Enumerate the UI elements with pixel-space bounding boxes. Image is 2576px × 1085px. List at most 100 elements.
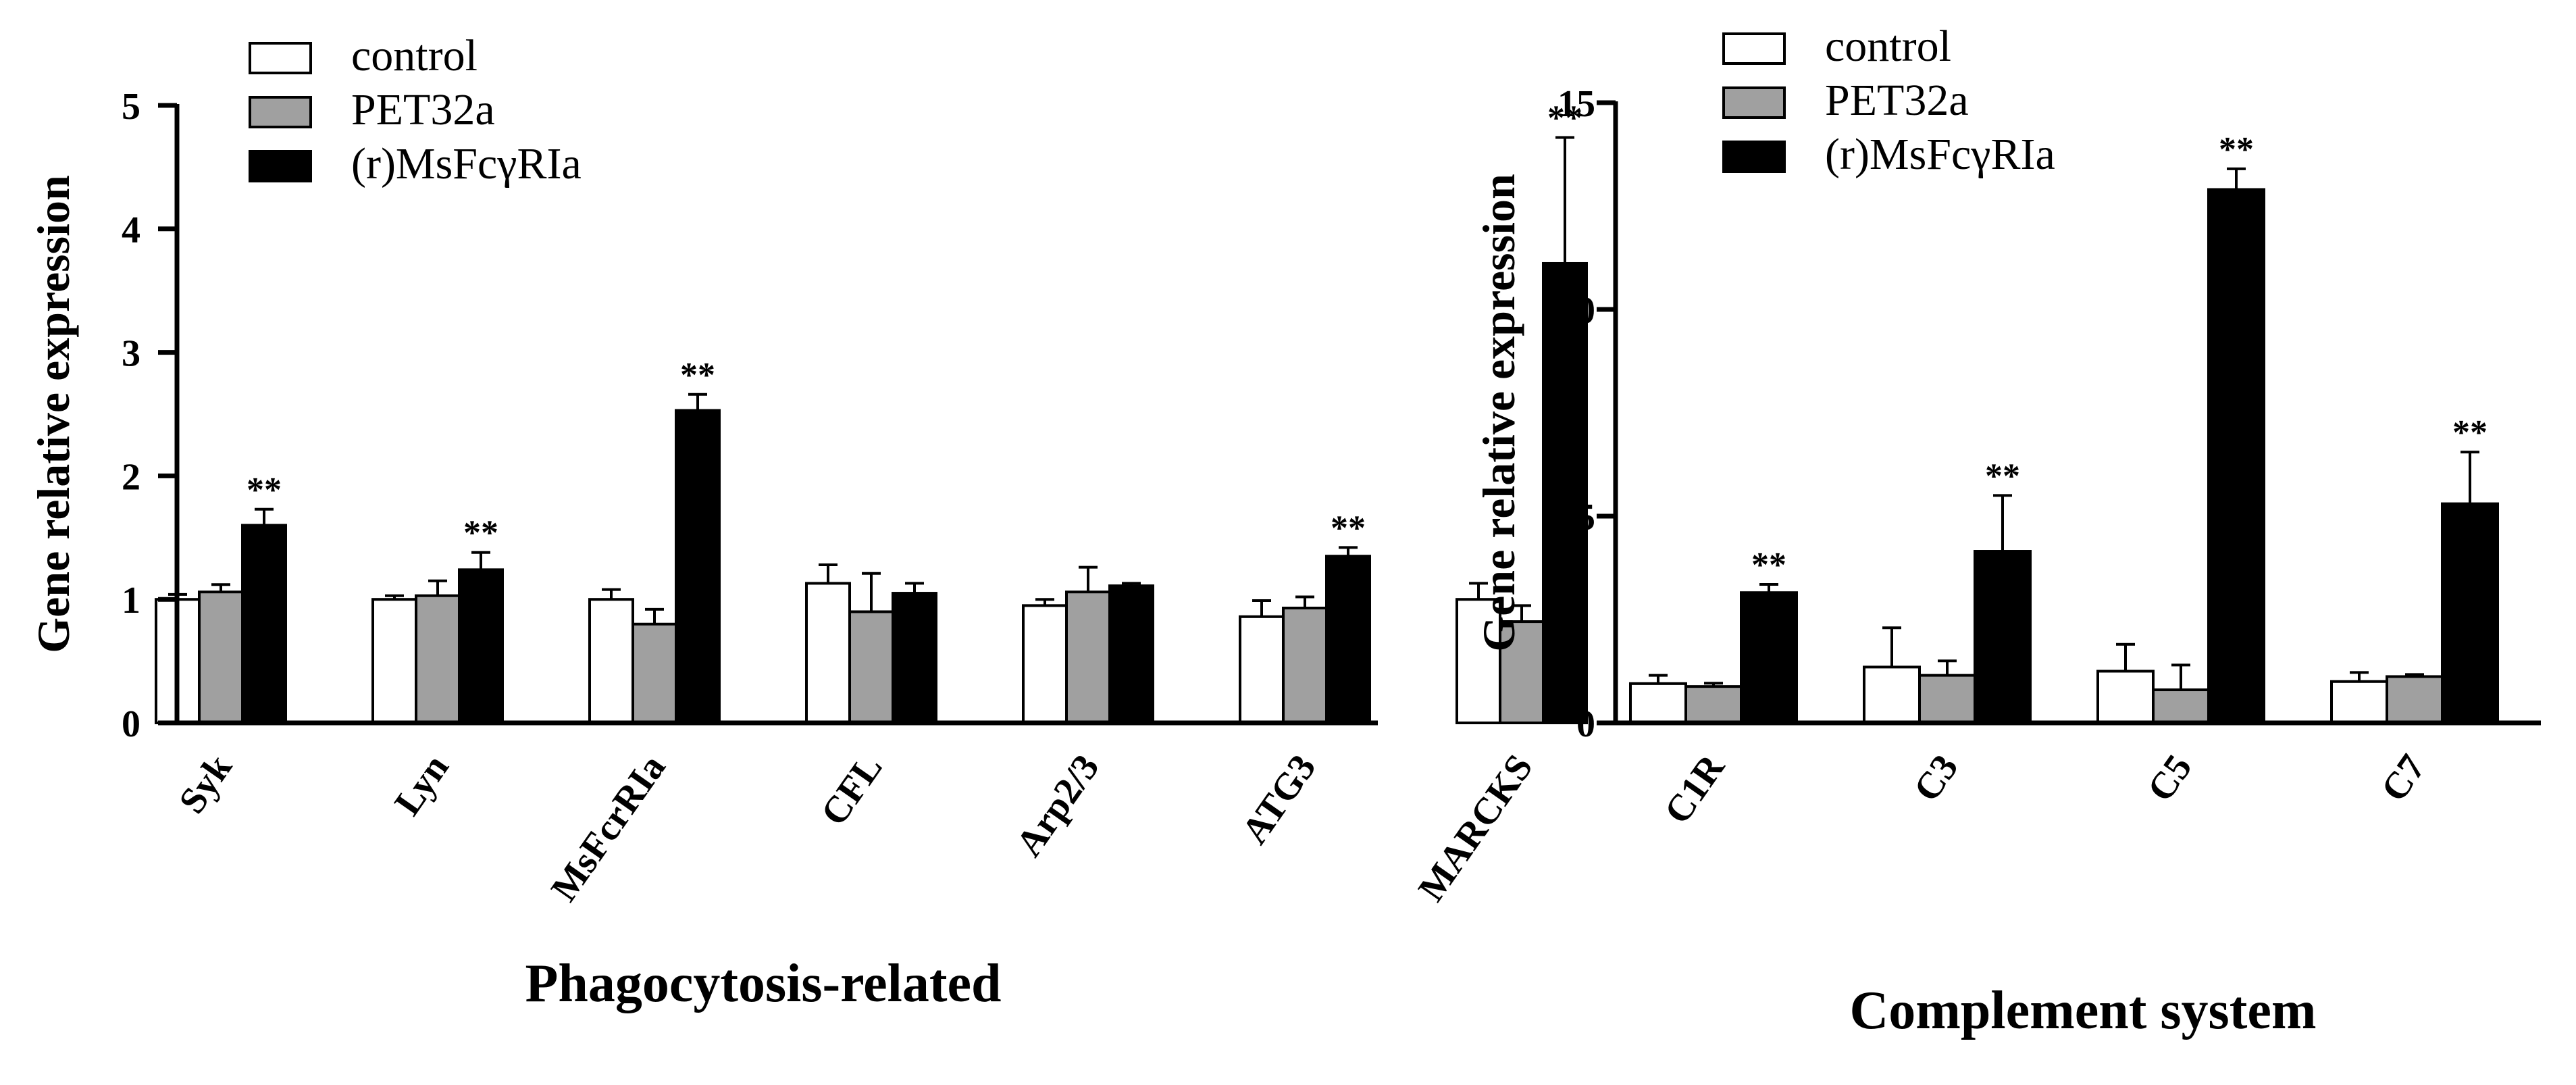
significance-c3: **	[1985, 457, 2020, 495]
stray-asterisk: *	[1335, 679, 1353, 717]
legend-swatch-pet32a	[249, 96, 312, 128]
bar-atg3-pet32a	[1282, 606, 1328, 724]
error-bar-lyn-control	[385, 594, 404, 600]
bar-c7-control	[2330, 680, 2388, 724]
bar-lyn-pet32a	[415, 594, 461, 724]
error-bar-atg3-pet32a	[1295, 595, 1314, 608]
y-tick-label-0: 0	[122, 703, 140, 745]
error-bar-c1r-pet32a	[1704, 682, 1723, 687]
legend-label-r-msfc-ria: (r)MsFcγRIa	[1825, 130, 2055, 179]
legend-swatch-r-msfc-ria	[249, 150, 312, 182]
x-tick-label-cfl: CFL	[813, 747, 891, 833]
error-bar-c1r-r-msfc-ria	[1759, 582, 1778, 593]
x-tick-label-msfcrria: MsFcrRIa	[543, 747, 674, 909]
bar-syk-pet32a	[198, 590, 244, 724]
bar-arp2-3-control	[1022, 604, 1068, 725]
error-bar-marcks-control	[1469, 582, 1488, 600]
error-bar-marcks-pet32a	[1512, 604, 1531, 622]
error-bar-lyn-r-msfc-ria	[471, 551, 490, 570]
error-bar-arp2-3-control	[1035, 598, 1054, 606]
legend-label-control: control	[1825, 22, 1951, 71]
bar-c5-r-msfc-ria	[2207, 188, 2265, 724]
error-bar-c3-control	[1882, 626, 1901, 667]
significance-atg3: **	[1331, 509, 1366, 547]
bar-c3-control	[1863, 665, 1921, 725]
x-tick-label-c1r: C1R	[1656, 747, 1733, 831]
error-bar-atg3-control	[1252, 599, 1271, 617]
significance-c7: **	[2452, 413, 2488, 452]
error-bar-c5-pet32a	[2171, 663, 2190, 690]
x-axis-label: Phagocytosis-related	[525, 954, 1001, 1013]
bar-c7-r-msfc-ria	[2441, 502, 2499, 724]
x-tick-label-c3: C3	[1906, 747, 1967, 809]
bar-c7-pet32a	[2386, 675, 2444, 724]
x-tick-label-marcks: MARCKS	[1410, 747, 1541, 909]
significance-lyn: **	[463, 514, 498, 553]
bar-c5-control	[2096, 670, 2155, 724]
error-bar-cfl-control	[819, 563, 838, 584]
bar-atg3-control	[1239, 615, 1285, 724]
legend-swatch-control	[249, 42, 312, 74]
error-bar-c5-control	[2116, 642, 2135, 672]
significance-marcks: **	[1547, 99, 1582, 138]
legend-label-pet32a: PET32a	[351, 85, 495, 134]
error-bar-c3-pet32a	[1938, 659, 1957, 676]
error-bar-c3-r-msfc-ria	[1993, 494, 2012, 552]
bar-arp2-3-pet32a	[1065, 590, 1111, 724]
significance-c5: **	[2219, 130, 2254, 169]
bar-msfcrria-r-msfc-ria	[675, 409, 721, 724]
error-bar-msfcrria-pet32a	[645, 607, 664, 624]
error-bar-arp2-3-r-msfc-ria	[1122, 582, 1141, 586]
legend-label-pet32a: PET32a	[1825, 76, 1969, 125]
significance-c1r: **	[1751, 546, 1786, 584]
x-tick-label-lyn: Lyn	[386, 747, 457, 823]
x-tick-label-c7: C7	[2373, 747, 2434, 809]
chart-complement: ** ** ** ** 0 5 10 15 C1R C3 C5 C7 Gene relative exp…	[1473, 22, 2541, 1040]
bar-c1r-control	[1629, 682, 1687, 724]
x-tick-label-atg3: ATG3	[1234, 747, 1324, 852]
error-bar-c7-pet32a	[2405, 673, 2424, 677]
legend-label-control: control	[351, 31, 478, 80]
bar-c1r-r-msfc-ria	[1740, 591, 1798, 724]
y-tick-label-4: 4	[122, 209, 140, 251]
x-tick-label-syk: Syk	[171, 747, 240, 821]
bar-c3-r-msfc-ria	[1974, 550, 2032, 725]
x-axis-label: Complement system	[1850, 981, 2317, 1040]
error-bar-c1r-control	[1649, 674, 1668, 684]
y-axis-label: Gene relative expression	[28, 175, 79, 653]
significance-syk: **	[247, 471, 282, 509]
error-bar-cfl-pet32a	[862, 572, 881, 612]
bar-lyn-control	[371, 598, 417, 725]
legend-label-r-msfc-ria: (r)MsFcγRIa	[351, 139, 582, 188]
y-tick-label-0: 0	[1576, 703, 1595, 745]
error-bar-cfl-r-msfc-ria	[905, 582, 924, 594]
bar-arp2-3-r-msfc-ria	[1108, 584, 1154, 724]
bar-c3-pet32a	[1918, 674, 1976, 724]
bar-lyn-r-msfc-ria	[458, 568, 504, 724]
x-tick-label-c5: C5	[2140, 747, 2200, 809]
bar-marcks-r-msfc-ria	[1542, 261, 1588, 724]
error-bar-atg3-r-msfc-ria	[1339, 546, 1358, 557]
error-bar-msfcrria-r-msfc-ria	[688, 393, 707, 411]
y-axis-label: Gene relative expression	[1473, 174, 1524, 652]
y-tick-label-5: 5	[122, 86, 140, 128]
error-bar-syk-pet32a	[211, 583, 230, 592]
y-tick-label-3: 3	[122, 333, 140, 375]
error-bar-c7-r-msfc-ria	[2461, 451, 2479, 504]
error-bar-msfcrria-control	[602, 588, 621, 600]
error-bar-arp2-3-pet32a	[1079, 565, 1098, 592]
error-bar-syk-r-msfc-ria	[255, 507, 274, 526]
y-tick-label-5: 5	[1576, 497, 1595, 538]
error-bar-c5-r-msfc-ria	[2227, 167, 2246, 190]
error-bar-c7-control	[2350, 671, 2369, 682]
bar-cfl-r-msfc-ria	[892, 592, 937, 724]
bar-msfcrria-pet32a	[632, 622, 677, 725]
y-tick-label-10: 10	[1557, 290, 1595, 332]
legend-swatch-pet32a	[1722, 86, 1786, 119]
bar-cfl-pet32a	[848, 610, 894, 724]
y-tick-label-1: 1	[122, 580, 140, 622]
bar-c5-pet32a	[2152, 688, 2210, 724]
legend-swatch-r-msfc-ria	[1722, 141, 1786, 173]
